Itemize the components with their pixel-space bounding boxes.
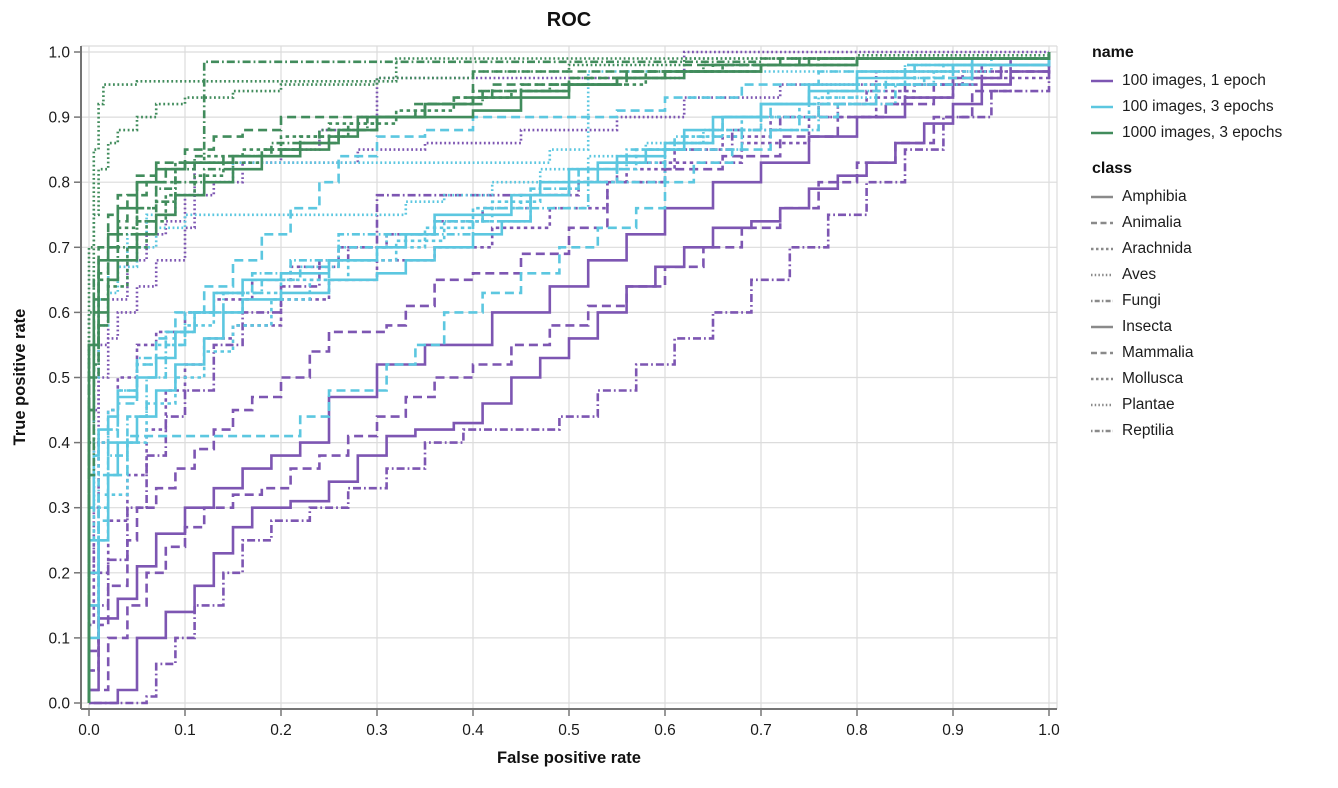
roc-curve-1000-images-3-epochs-mammalia (87, 52, 1051, 703)
x-tick-label: 0.7 (750, 722, 772, 739)
y-tick-label: 0.1 (48, 630, 70, 647)
legend-item-reptilia-swatch-icon (1091, 429, 1113, 433)
chart-title: ROC (547, 9, 591, 31)
legend-item-1000-images-3-epochs-label: 1000 images, 3 epochs (1122, 124, 1283, 141)
legend-item-insecta-swatch-icon (1091, 325, 1113, 329)
legend-class-title: class (1092, 160, 1133, 177)
y-tick-label: 0.9 (48, 110, 70, 127)
legend-item-mollusca: Mollusca (1090, 366, 1336, 392)
x-axis-title: False positive rate (497, 749, 641, 767)
legend-item-insecta: Insecta (1090, 314, 1336, 340)
legend-item-animalia-label: Animalia (1122, 214, 1182, 231)
legend-item-fungi-swatch-icon (1091, 299, 1113, 303)
legend-class-section: class Amphibia Animalia Arachnida Aves Fungi… (1090, 160, 1336, 444)
legend-item-amphibia-swatch-icon (1091, 195, 1113, 199)
roc-curve-100-images-3-epochs-arachnida (87, 52, 1051, 703)
legend-item-arachnida: Arachnida (1090, 236, 1336, 262)
legend-item-mammalia-swatch-icon (1091, 351, 1113, 355)
legend-item-aves-swatch-icon (1091, 273, 1113, 277)
legend-item-100-images-3-epochs-swatch-icon (1091, 105, 1113, 109)
legend-item-aves: Aves (1090, 262, 1336, 288)
x-tick-label: 0.5 (558, 722, 580, 739)
legend-item-plantae-swatch-icon (1091, 403, 1113, 407)
legend-item-animalia-swatch-icon (1091, 221, 1113, 225)
roc-curves (87, 50, 1051, 705)
x-tick-label: 0.2 (270, 722, 292, 739)
legend-item-100-images-1-epoch-swatch-icon (1091, 79, 1113, 83)
x-tick-label: 0.4 (462, 722, 484, 739)
x-tick-label: 1.0 (1038, 722, 1060, 739)
y-tick-label: 0.3 (48, 500, 70, 517)
legend-item-mammalia-label: Mammalia (1122, 344, 1194, 361)
x-tick-label: 0.1 (174, 722, 196, 739)
x-tick-label: 0.0 (78, 722, 100, 739)
legend-name-title: name (1092, 44, 1134, 61)
roc-curve-100-images-1-epoch-reptilia (89, 52, 1051, 705)
legend-item-plantae-label: Plantae (1122, 396, 1175, 413)
legend-item-1000-images-3-epochs-swatch-icon (1091, 131, 1113, 135)
legend-item-100-images-1-epoch: 100 images, 1 epoch (1090, 68, 1336, 94)
legend-item-animalia: Animalia (1090, 210, 1336, 236)
roc-curve-100-images-1-epoch-amphibia (87, 52, 1051, 703)
roc-curve-100-images-3-epochs-animalia (87, 52, 1051, 703)
legend-item-arachnida-swatch-icon (1091, 247, 1113, 251)
legend-item-plantae: Plantae (1090, 392, 1336, 418)
legend-item-mollusca-swatch-icon (1091, 377, 1113, 381)
legend-name-section: name 100 images, 1 epoch 100 images, 3 ep… (1090, 44, 1336, 146)
y-axis-title: True positive rate (11, 309, 29, 446)
legend-item-aves-label: Aves (1122, 266, 1157, 283)
y-tick-label: 0.2 (48, 565, 70, 582)
roc-curve-100-images-1-epoch-mammalia (87, 52, 1051, 703)
legend-item-100-images-1-epoch-label: 100 images, 1 epoch (1122, 72, 1266, 89)
x-tick-label: 0.8 (846, 722, 868, 739)
roc-curve-100-images-3-epochs-mammalia (87, 52, 1051, 703)
legend-item-reptilia-label: Reptilia (1122, 422, 1174, 439)
legend-item-mollusca-label: Mollusca (1122, 370, 1184, 387)
legend-item-100-images-3-epochs-label: 100 images, 3 epochs (1122, 98, 1274, 115)
legend-item-arachnida-label: Arachnida (1122, 240, 1192, 257)
legend-item-fungi-label: Fungi (1122, 292, 1161, 309)
legend-item-1000-images-3-epochs: 1000 images, 3 epochs (1090, 120, 1336, 146)
legend-item-amphibia-label: Amphibia (1122, 188, 1187, 205)
legend: name 100 images, 1 epoch 100 images, 3 ep… (1090, 44, 1336, 458)
roc-curve-100-images-3-epochs-mollusca (87, 52, 1051, 703)
gridlines (81, 45, 1058, 709)
y-tick-label: 0.7 (48, 240, 70, 257)
y-tick-label: 0.8 (48, 175, 70, 192)
x-tick-label: 0.3 (366, 722, 388, 739)
roc-curve-1000-images-3-epochs-reptilia (87, 52, 1051, 703)
y-tick-label: 0.5 (48, 370, 70, 387)
legend-item-reptilia: Reptilia (1090, 418, 1336, 444)
legend-item-mammalia: Mammalia (1090, 340, 1336, 366)
roc-curve-100-images-3-epochs-reptilia (87, 52, 1051, 703)
roc-curve-100-images-3-epochs-aves (87, 52, 1051, 703)
y-tick-label: 0.6 (48, 305, 70, 322)
y-tick-label: 0.0 (48, 696, 70, 713)
legend-item-fungi: Fungi (1090, 288, 1336, 314)
roc-plot: ROC 0.0 0.1 0.2 0.3 0.4 0.5 0.6 0.7 0.8 0.9 1.00.0… (11, 9, 1060, 767)
x-tick-label: 0.6 (654, 722, 676, 739)
y-tick-label: 0.4 (48, 435, 70, 452)
x-tick-label: 0.9 (942, 722, 964, 739)
legend-item-amphibia: Amphibia (1090, 184, 1336, 210)
legend-item-100-images-3-epochs: 100 images, 3 epochs (1090, 94, 1336, 120)
legend-item-insecta-label: Insecta (1122, 318, 1172, 335)
axes: 0.0 0.1 0.2 0.3 0.4 0.5 0.6 0.7 0.8 0.9 1.0 0.0 0.1 0… (48, 45, 1060, 740)
y-tick-label: 1.0 (48, 45, 70, 62)
